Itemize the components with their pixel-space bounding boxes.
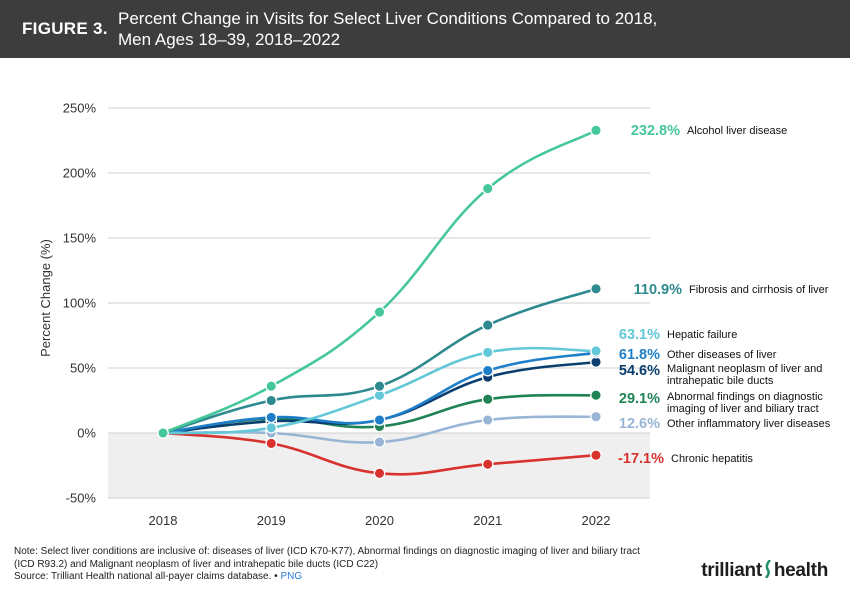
series-name-label: intrahepatic bile ducts — [667, 375, 774, 387]
data-point — [481, 182, 494, 195]
data-point — [481, 319, 494, 331]
source-text: Source: Trilliant Health national all-pa… — [14, 571, 272, 582]
figure-label: FIGURE 3. — [22, 19, 108, 38]
x-tick-label: 2022 — [582, 513, 611, 528]
end-value-label: 61.8% — [619, 347, 660, 363]
data-point — [481, 364, 494, 377]
series-name-label: Malignant neoplasm of liver and — [667, 363, 822, 375]
end-value-label: 12.6% — [619, 416, 660, 432]
y-tick-label: 200% — [63, 166, 97, 181]
data-point — [481, 458, 494, 471]
figure-title-line-1: Percent Change in Visits for Select Live… — [118, 9, 658, 28]
x-tick-label: 2020 — [365, 513, 394, 528]
data-point — [373, 414, 386, 426]
series-name-label: Other diseases of liver — [667, 349, 777, 361]
data-point — [265, 380, 278, 393]
note-line-1: Note: Select liver conditions are inclus… — [14, 546, 640, 557]
data-point — [157, 427, 169, 439]
figure-title: Percent Change in Visits for Select Live… — [118, 8, 657, 50]
data-point — [590, 282, 602, 295]
data-point — [481, 346, 494, 359]
x-tick-label: 2018 — [149, 513, 178, 528]
logo-text-health: health — [773, 560, 828, 581]
end-value-label: 63.1% — [619, 327, 660, 343]
end-value-label: 232.8% — [631, 123, 680, 139]
x-tick-label: 2019 — [257, 513, 286, 528]
bullet-separator: • — [274, 571, 278, 582]
data-point — [265, 411, 278, 424]
data-point — [265, 394, 278, 407]
data-point — [373, 306, 386, 318]
series-name-label: Fibrosis and cirrhosis of liver — [689, 284, 829, 296]
y-axis-label: Percent Change (%) — [38, 239, 53, 357]
data-point — [373, 380, 386, 393]
series-name-label: imaging of liver and biliary tract — [667, 403, 819, 415]
y-tick-label: 100% — [63, 296, 97, 311]
data-point — [481, 414, 494, 426]
figure-header: FIGURE 3. Percent Change in Visits for S… — [0, 0, 850, 58]
end-value-label: 54.6% — [619, 363, 660, 379]
end-value-label: 29.1% — [619, 391, 660, 407]
series-1 — [157, 282, 602, 439]
note-line-2: (ICD R93.2) and Malignant neoplasm of li… — [14, 558, 379, 570]
png-download-link[interactable]: PNG — [280, 571, 303, 582]
series-name-label: Hepatic failure — [667, 329, 737, 341]
data-point — [590, 410, 602, 423]
series-0 — [157, 124, 602, 439]
data-point — [373, 436, 386, 448]
end-value-label: -17.1% — [618, 451, 664, 467]
source-line: Source: Trilliant Health national all-pa… — [14, 571, 694, 584]
x-tick-label: 2021 — [473, 513, 502, 528]
y-tick-label: 250% — [63, 101, 97, 116]
y-tick-label: 0% — [77, 426, 96, 441]
series-name-label: Alcohol liver disease — [687, 125, 787, 137]
data-point — [590, 345, 602, 357]
y-tick-label: -50% — [66, 491, 97, 506]
axis-layer: -50% 0% 50% 100% 150% 200% 250% 2018 2019 2020 202… — [38, 101, 610, 529]
series-name-label: Abnormal findings on diagnostic — [667, 391, 823, 403]
data-point — [590, 449, 602, 462]
y-tick-label: 150% — [63, 231, 97, 246]
y-tick-label: 50% — [70, 361, 96, 376]
label-layer: 232.8% Alcohol liver disease 110.9% Fibrosi… — [618, 123, 831, 467]
series-name-label: Other inflammatory liver diseases — [667, 418, 831, 430]
data-point — [481, 393, 494, 406]
figure-title-line-2: Men Ages 18–39, 2018–2022 — [118, 30, 341, 49]
series-layer — [157, 124, 602, 480]
chart-footer: Note: Select liver conditions are inclus… — [14, 546, 694, 584]
logo-swoosh-icon — [763, 559, 773, 584]
series-name-label: Chronic hepatitis — [671, 453, 753, 465]
end-value-label: 110.9% — [634, 282, 682, 298]
data-point — [265, 437, 278, 450]
data-point — [590, 124, 602, 137]
series-2 — [157, 345, 602, 439]
data-point — [373, 467, 386, 480]
data-point — [590, 389, 602, 402]
trilliant-health-logo: trilliant health — [701, 559, 828, 584]
line-chart: -50% 0% 50% 100% 150% 200% 250% 2018 2019 2020 202… — [38, 101, 831, 529]
logo-text-trilliant: trilliant — [701, 560, 762, 581]
data-point — [265, 421, 278, 434]
